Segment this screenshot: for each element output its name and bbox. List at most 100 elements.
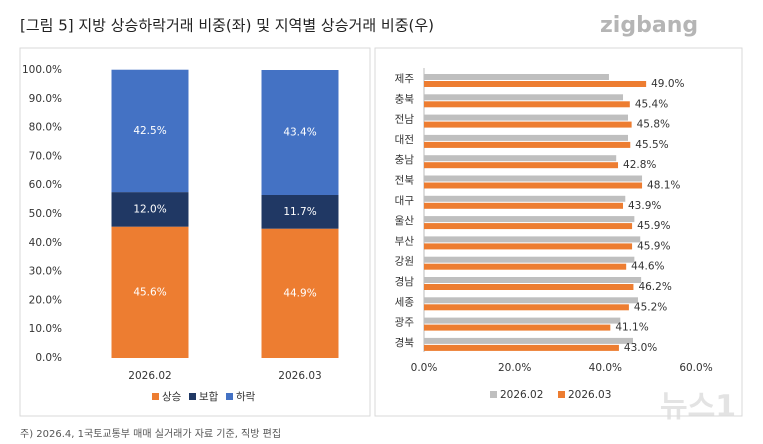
bar-segment xyxy=(111,69,189,193)
bar xyxy=(424,94,624,101)
value-label: 44.6% xyxy=(631,261,664,273)
y-tick-label: 대전 xyxy=(395,134,414,146)
y-tick-label: 전북 xyxy=(395,175,415,187)
y-tick-label: 광주 xyxy=(395,317,415,329)
value-label: 45.5% xyxy=(635,139,668,151)
y-tick-label: 세종 xyxy=(395,296,415,308)
x-tick-label: 0.0% xyxy=(411,362,438,374)
value-label: 12.0% xyxy=(133,203,166,215)
y-tick-label: 10.0% xyxy=(29,323,62,335)
x-tick-label: 60.0% xyxy=(679,362,712,374)
y-tick-label: 70.0% xyxy=(29,150,62,162)
y-tick-label: 100.0% xyxy=(22,64,62,76)
y-tick-label: 0.0% xyxy=(35,352,62,364)
bar xyxy=(424,101,630,108)
legend-swatch xyxy=(152,393,159,400)
legend-swatch xyxy=(558,391,565,398)
x-tick-label: 20.0% xyxy=(498,362,531,374)
bar xyxy=(424,263,627,270)
bar xyxy=(424,277,642,283)
bar xyxy=(424,256,635,263)
value-label: 48.1% xyxy=(647,180,680,192)
value-label: 45.9% xyxy=(637,240,670,252)
legend-swatch xyxy=(226,393,233,400)
watermark: 뉴스1 xyxy=(660,390,736,425)
bar xyxy=(424,202,624,209)
value-label: 44.9% xyxy=(283,287,316,299)
value-label: 45.4% xyxy=(635,98,668,110)
x-tick-label: 40.0% xyxy=(589,362,622,374)
bar xyxy=(424,81,647,87)
bar xyxy=(424,155,617,162)
legend-label: 보합 xyxy=(199,391,219,403)
value-label: 42.8% xyxy=(623,159,656,171)
y-tick-label: 대구 xyxy=(395,195,415,207)
bar xyxy=(424,182,643,189)
value-label: 45.9% xyxy=(637,220,670,232)
bar xyxy=(424,134,628,141)
y-tick-label: 60.0% xyxy=(29,179,62,191)
bar xyxy=(424,121,632,128)
bar xyxy=(424,74,609,80)
legend-label: 2026.02 xyxy=(500,389,543,401)
value-label: 43.0% xyxy=(624,342,657,354)
y-tick-label: 충남 xyxy=(395,154,415,166)
title: [그림 5] 지방 상승하락거래 비중(좌) 및 지역별 상승거래 비중(우) xyxy=(20,17,434,35)
bar xyxy=(424,195,626,202)
y-tick-label: 80.0% xyxy=(29,122,62,134)
x-tick-label: 2026.02 xyxy=(128,370,171,382)
bar xyxy=(424,297,638,304)
y-tick-label: 강원 xyxy=(395,256,414,268)
bar-segment xyxy=(261,70,339,195)
y-tick-label: 50.0% xyxy=(29,208,62,220)
right-panel xyxy=(374,47,743,417)
legend-label: 하락 xyxy=(236,390,256,403)
logo: zigbang xyxy=(600,13,698,38)
bar xyxy=(424,324,611,331)
bar xyxy=(424,223,633,230)
y-tick-label: 제주 xyxy=(395,73,415,85)
bar xyxy=(424,236,641,243)
legend-swatch xyxy=(189,393,196,400)
left-panel xyxy=(19,47,371,417)
bar xyxy=(424,243,633,250)
bar xyxy=(424,216,635,223)
value-label: 11.7% xyxy=(283,206,316,218)
bar-segment xyxy=(261,194,339,229)
legend-label: 상승 xyxy=(162,391,182,403)
bar-segment xyxy=(111,226,189,358)
value-label: 49.0% xyxy=(651,78,684,90)
y-tick-label: 전남 xyxy=(395,114,415,126)
value-label: 45.6% xyxy=(133,286,166,298)
value-label: 46.2% xyxy=(638,281,671,293)
bar xyxy=(424,304,629,311)
y-tick-label: 40.0% xyxy=(29,237,62,249)
value-label: 41.1% xyxy=(615,322,648,334)
value-label: 43.4% xyxy=(283,126,316,138)
bar xyxy=(424,284,634,290)
value-label: 42.5% xyxy=(133,125,166,137)
value-label: 43.9% xyxy=(628,200,661,212)
bar xyxy=(424,175,643,182)
value-label: 45.8% xyxy=(637,119,670,131)
source-note: 주) 2026.4, 1국토교통부 매매 실거래가 자료 기준, 직방 편집 xyxy=(20,428,281,440)
y-tick-label: 부산 xyxy=(395,235,415,247)
y-tick-label: 경남 xyxy=(395,275,415,288)
y-tick-label: 경북 xyxy=(395,336,415,349)
bar xyxy=(424,141,631,148)
value-label: 45.2% xyxy=(634,301,667,313)
legend-swatch xyxy=(490,391,497,398)
x-tick-label: 2026.03 xyxy=(278,370,321,382)
y-tick-label: 충북 xyxy=(395,93,415,105)
bar-segment xyxy=(261,228,339,358)
y-tick-label: 90.0% xyxy=(29,93,62,105)
legend-label: 2026.03 xyxy=(568,389,611,401)
y-tick-label: 30.0% xyxy=(29,266,62,278)
bar xyxy=(424,317,621,324)
bar xyxy=(424,337,633,344)
y-tick-label: 20.0% xyxy=(29,294,62,306)
bar xyxy=(424,344,619,351)
bar xyxy=(424,162,619,169)
bar-segment xyxy=(111,192,189,227)
bar xyxy=(424,114,628,121)
